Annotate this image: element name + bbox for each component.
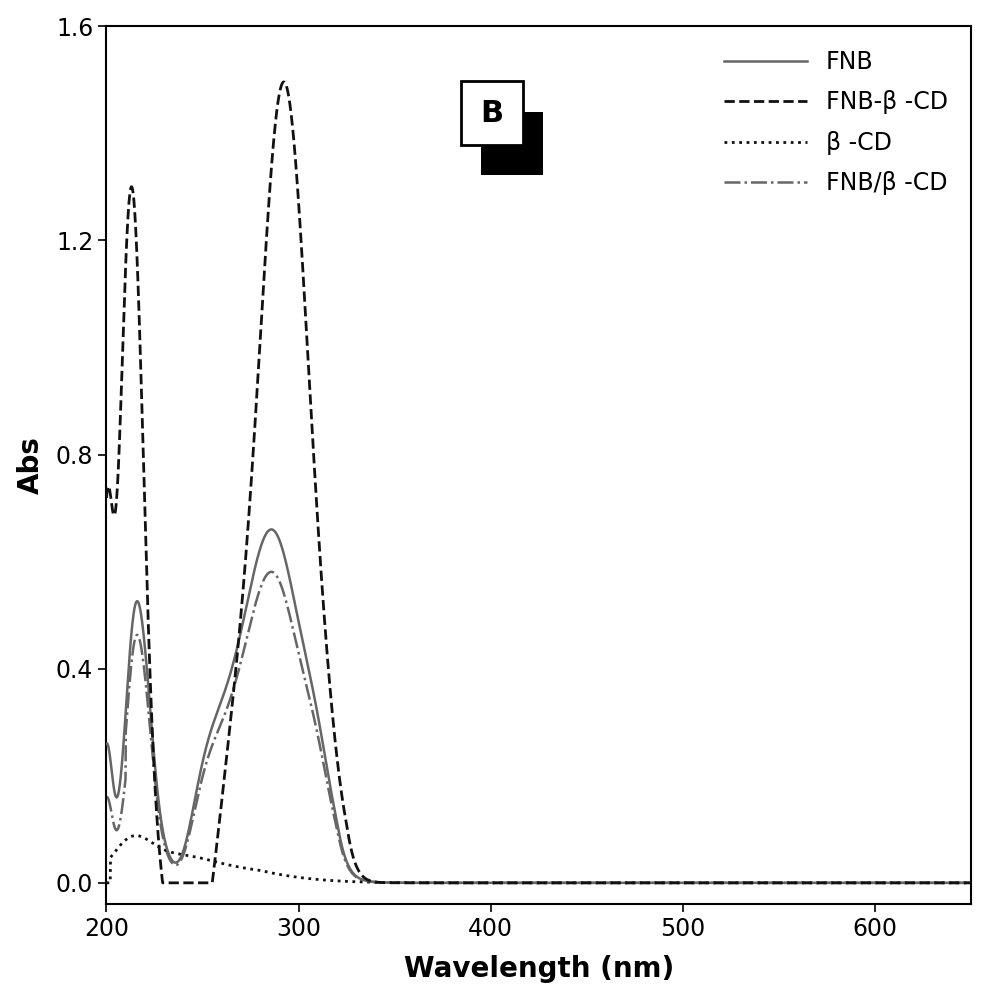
FNB-β -CD	[278, 76, 289, 88]
FancyBboxPatch shape	[481, 112, 543, 175]
β -CD	[433, 877, 445, 889]
Line: FNB: FNB	[107, 529, 971, 883]
FNB	[856, 877, 867, 889]
FNB-β -CD	[157, 877, 169, 889]
β -CD	[101, 877, 113, 889]
Text: B: B	[480, 99, 504, 128]
FNB-β -CD	[101, 492, 113, 504]
FNB	[948, 877, 960, 889]
FNB	[433, 877, 445, 889]
FNB/β -CD	[470, 877, 482, 889]
β -CD	[251, 864, 263, 876]
FancyBboxPatch shape	[461, 81, 524, 145]
FNB/β -CD	[965, 877, 977, 889]
FNB/β -CD	[948, 877, 960, 889]
β -CD	[965, 877, 977, 889]
β -CD	[856, 877, 867, 889]
FNB/β -CD	[200, 761, 211, 773]
FNB	[251, 556, 263, 568]
FNB-β -CD	[251, 391, 263, 403]
Line: FNB-β -CD: FNB-β -CD	[107, 82, 971, 883]
FNB-β -CD	[856, 877, 867, 889]
β -CD	[200, 853, 211, 865]
FNB/β -CD	[251, 595, 263, 607]
β -CD	[948, 877, 960, 889]
X-axis label: Wavelength (nm): Wavelength (nm)	[404, 955, 674, 983]
FNB	[266, 523, 278, 535]
FNB-β -CD	[965, 877, 977, 889]
FNB-β -CD	[200, 877, 211, 889]
Legend: FNB, FNB-β -CD, β -CD, FNB/β -CD: FNB, FNB-β -CD, β -CD, FNB/β -CD	[712, 38, 959, 207]
FNB-β -CD	[948, 877, 960, 889]
FNB/β -CD	[266, 566, 278, 578]
FNB	[965, 877, 977, 889]
FNB/β -CD	[856, 877, 867, 889]
FNB	[101, 738, 113, 750]
FNB	[470, 877, 482, 889]
β -CD	[470, 877, 482, 889]
Y-axis label: Abs: Abs	[17, 436, 44, 494]
FNB/β -CD	[101, 791, 113, 803]
Line: FNB/β -CD: FNB/β -CD	[107, 572, 971, 883]
FNB-β -CD	[433, 877, 445, 889]
FNB	[200, 745, 211, 757]
Line: β -CD: β -CD	[107, 836, 971, 883]
FNB-β -CD	[470, 877, 482, 889]
FNB/β -CD	[433, 877, 445, 889]
β -CD	[130, 830, 142, 842]
